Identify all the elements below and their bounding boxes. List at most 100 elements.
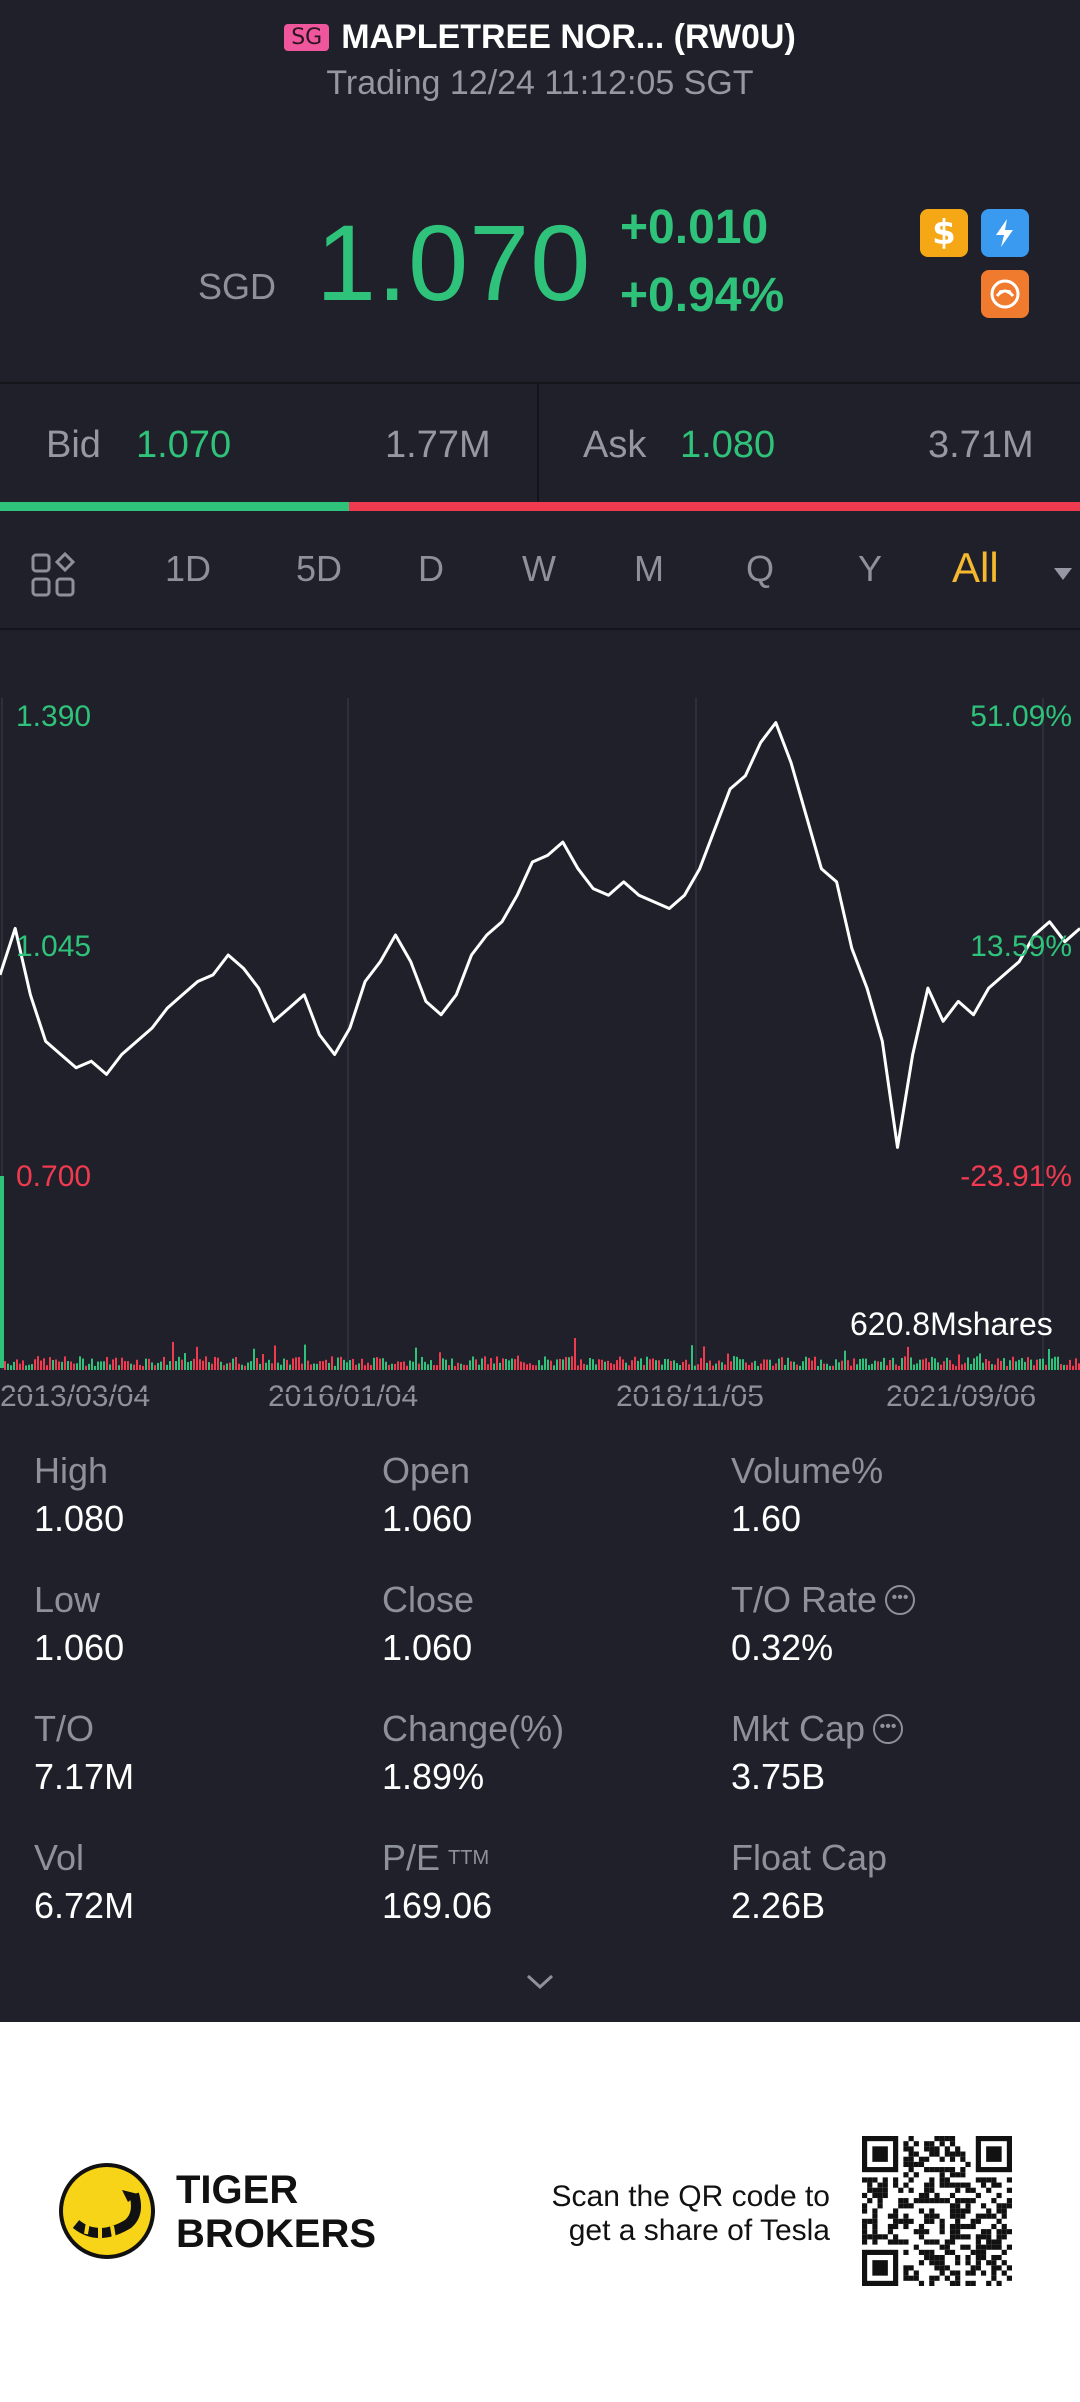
tab-1d[interactable]: 1D [165,548,212,589]
volume-bar [586,1364,588,1370]
volume-bar [334,1365,336,1370]
volume-bar [760,1363,762,1370]
volume-bar [796,1364,798,1370]
volume-bar [136,1359,138,1370]
volume-bar [793,1361,795,1370]
volume-bar [262,1354,264,1370]
volume-bar [412,1361,414,1370]
volume-bar [526,1364,528,1370]
volume-bar [730,1361,732,1370]
volume-bar [829,1365,831,1370]
tab-all[interactable]: All [952,544,999,591]
volume-bar [49,1357,51,1370]
volume-bar [97,1361,99,1370]
y-label-low: 0.700 [16,1160,92,1193]
bid-ask-panel[interactable]: Bid 1.070 1.77M Ask 1.080 3.71M [0,384,1080,502]
tab-y[interactable]: Y [858,548,883,589]
volume-bar [592,1359,594,1370]
scan-text: Scan the QR code to get a share of Tesla [520,2180,831,2248]
tiger-icon[interactable] [981,270,1029,318]
tab-w[interactable]: W [522,548,556,589]
volume-bar [805,1356,807,1370]
volume-bar [220,1361,222,1370]
volume-bar [1024,1361,1026,1370]
volume-bar [1069,1359,1071,1370]
volume-bar [34,1359,36,1370]
tab-q[interactable]: Q [746,548,775,589]
stat-open: Open 1.060 [382,1450,722,1540]
volume-bar [880,1361,882,1370]
volume-bar [436,1365,438,1370]
volume-bar [226,1363,228,1370]
volume-bar [1075,1358,1077,1370]
volume-bar [7,1363,9,1370]
volume-bar [55,1359,57,1370]
volume-bar [847,1360,849,1370]
volume-bar [265,1362,267,1370]
volume-bar [646,1356,648,1370]
volume-bar [1078,1363,1080,1370]
volume-bar [826,1363,828,1370]
volume-bar [874,1360,876,1370]
stat-value: 1.060 [382,1627,473,1668]
volume-bar [820,1359,822,1370]
volume-bar [856,1364,858,1370]
header: SG MAPLETREE NOR... (RW0U) Trading 12/24… [0,0,1080,110]
quote-panel: SGD 1.070 +0.010 +0.94% $ [0,180,1080,380]
volume-bar [445,1359,447,1370]
volume-bar [964,1362,966,1370]
tab-5d[interactable]: 5D [296,548,343,589]
tab-m[interactable]: M [634,548,664,589]
volume-bar [145,1358,147,1370]
volume-bar [10,1365,12,1370]
volume-bar [409,1360,411,1370]
volume-bar [79,1356,81,1370]
volume-bar [313,1363,315,1370]
x-tick-label: 2013/03/04 [0,1380,151,1413]
volume-bar [739,1359,741,1370]
volume-bar [43,1358,45,1370]
volume-bar [628,1365,630,1370]
title-row[interactable]: SG MAPLETREE NOR... (RW0U) [0,18,1080,57]
volume-bar [433,1365,435,1370]
stat-volume: Vol 6.72M [34,1837,374,1927]
volume-bar [325,1359,327,1370]
volume-bar [541,1365,543,1370]
volume-bar [841,1360,843,1370]
volume-bar [667,1359,669,1370]
volume-bar [340,1356,342,1370]
more-info-icon[interactable]: ••• [885,1585,916,1615]
volume-bar [931,1356,933,1370]
volume-bar [676,1363,678,1370]
volume-bar [280,1364,282,1370]
stat-value: 2.26B [731,1885,826,1926]
volume-bar [244,1365,246,1370]
dollar-icon[interactable]: $ [920,209,968,257]
volume-bar [979,1353,981,1370]
more-info-icon[interactable]: ••• [873,1714,904,1744]
volume-bar [424,1361,426,1370]
volume-bar [271,1363,273,1370]
chevron-down-icon[interactable] [1054,568,1072,580]
chart-settings-icon[interactable] [30,552,76,598]
volume-bar [886,1365,888,1370]
volume-bar [910,1357,912,1370]
volume-bar [682,1361,684,1370]
y-label-high: 1.390 [16,700,92,733]
ask-price: 1.080 [680,424,776,466]
tab-d[interactable]: D [418,548,444,589]
stat-label: Vol [34,1837,85,1878]
volume-bar [862,1358,864,1370]
volume-bar [961,1364,963,1370]
flash-icon[interactable] [981,209,1029,257]
volume-bar [958,1354,960,1370]
volume-bar [898,1365,900,1370]
last-price: 1.070 [316,202,592,323]
volume-bar [322,1361,324,1370]
volume-bar [736,1356,738,1370]
volume-bar [76,1363,78,1370]
price-chart[interactable]: 1.390 1.045 0.700 51.09% 13.59% -23.91% … [0,632,1080,1413]
expand-chevron-icon[interactable] [526,1974,554,1990]
volume-bar [853,1358,855,1370]
bid-ask-separator [537,384,539,502]
